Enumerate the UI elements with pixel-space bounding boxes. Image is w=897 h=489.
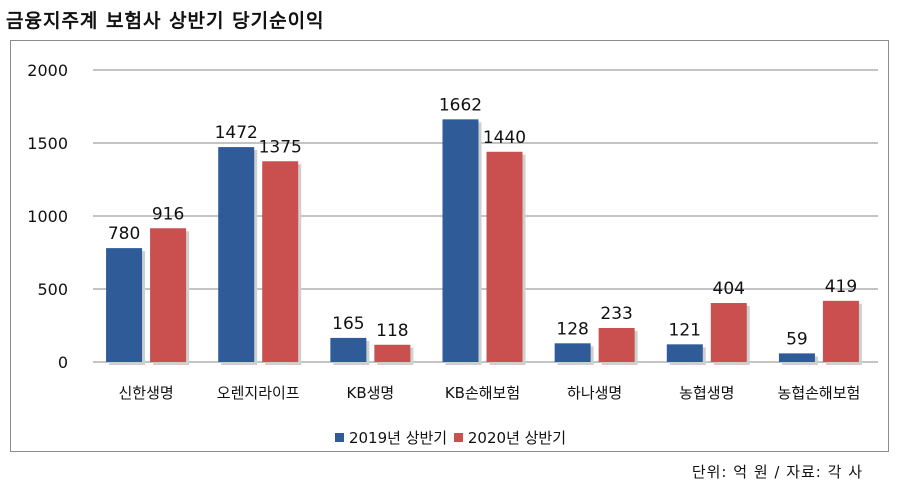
bar-2019 <box>442 119 479 363</box>
bar-2020 <box>598 327 635 362</box>
legend-item-2020: 2020년 상반기 <box>453 427 567 448</box>
bar-2020 <box>374 344 411 362</box>
data-label: 118 <box>376 321 408 341</box>
bar-2020 <box>150 228 187 362</box>
data-label: 404 <box>713 279 745 299</box>
data-label: 59 <box>786 329 808 349</box>
data-label: 419 <box>825 277 857 297</box>
bar-2020 <box>486 151 523 362</box>
x-axis-ticks: 신한생명 오렌지라이프 KB생명 KB손해보험 하나생명 농협생명 농협손해보험 <box>118 384 860 402</box>
bar-2019 <box>778 353 815 362</box>
legend-item-2019: 2019년 상반기 <box>334 427 448 448</box>
chart-legend: 2019년 상반기 2020년 상반기 <box>11 427 890 448</box>
y-tick-label: 2000 <box>27 61 68 80</box>
source-note: 단위: 억 원 / 자료: 각 사 <box>691 463 863 481</box>
bar-2019 <box>106 248 143 362</box>
data-label: 1472 <box>215 123 258 143</box>
legend-label-2019: 2019년 상반기 <box>348 429 448 447</box>
data-label: 1440 <box>483 128 526 148</box>
y-tick-label: 500 <box>37 280 68 299</box>
x-tick-label: KB생명 <box>346 384 394 402</box>
data-label: 780 <box>108 224 140 244</box>
page-title: 금융지주계 보험사 상반기 당기순이익 <box>6 10 325 32</box>
x-tick-label: 신한생명 <box>118 384 173 402</box>
data-label: 1375 <box>259 137 302 157</box>
data-label: 121 <box>669 320 701 340</box>
y-tick-label: 0 <box>58 353 68 372</box>
legend-swatch-2020 <box>453 433 463 442</box>
bar-2019 <box>330 337 367 362</box>
legend-swatch-2019 <box>334 433 344 442</box>
bar-2019 <box>554 343 591 362</box>
bar-2020 <box>822 300 859 362</box>
legend-label-2020: 2020년 상반기 <box>467 429 567 447</box>
data-label: 165 <box>332 314 364 334</box>
data-label: 128 <box>556 319 588 339</box>
data-label: 233 <box>600 304 632 324</box>
y-axis-ticks: 0 500 1000 1500 2000 <box>27 61 68 372</box>
y-tick-label: 1500 <box>27 134 68 153</box>
data-label: 1662 <box>439 95 482 115</box>
bar-2020 <box>262 161 299 362</box>
bars <box>106 119 862 366</box>
bar-2019 <box>666 344 703 362</box>
x-tick-label: 하나생명 <box>567 384 622 402</box>
x-tick-label: 오렌지라이프 <box>217 384 300 402</box>
data-label: 916 <box>152 204 184 224</box>
y-tick-label: 1000 <box>27 207 68 226</box>
bar-2020 <box>710 303 747 362</box>
x-tick-label: 농협생명 <box>679 384 734 402</box>
x-tick-label: 농협손해보험 <box>778 384 861 402</box>
chart-frame: 0 500 1000 1500 2000 780 916 1472 1375 165 118 166… <box>10 40 889 452</box>
bar-2019 <box>218 147 255 362</box>
gridlines <box>93 69 878 363</box>
x-tick-label: KB손해보험 <box>445 384 520 402</box>
